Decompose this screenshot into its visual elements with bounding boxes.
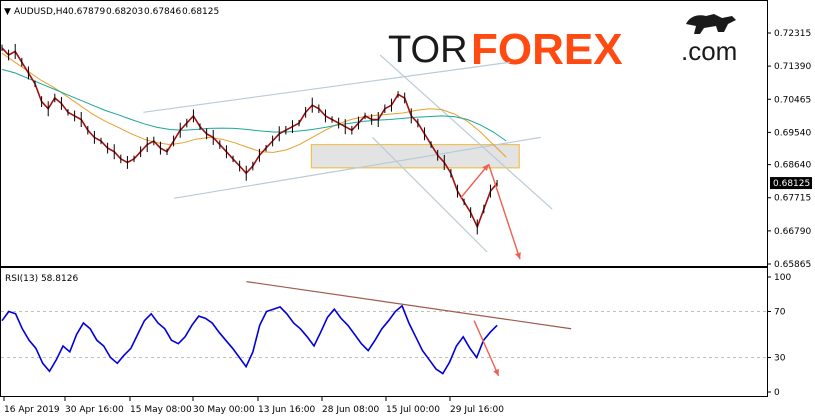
ohlc-low: 0.67846 [144,7,181,17]
rsi-line [1,304,498,375]
price-panel [0,0,768,267]
price-tick-label: 0.65865 [774,260,811,270]
time-tick-label: 30 Apr 16:00 [65,405,124,415]
forecast-arrow-1-head [515,252,521,260]
time-tick-label: 15 May 08:00 [130,405,192,415]
price-tick-label: 0.66790 [774,227,811,237]
trend-line-2 [379,54,553,210]
time-tick-label: 16 Apr 2019 [4,405,60,415]
trend-line-1 [173,136,541,199]
price-tick-label: 0.70465 [774,95,811,105]
price-tick-label: 0.72315 [774,29,811,39]
current-price-box [770,177,812,190]
rsi-label: RSI(13) 58.8126 [5,274,78,284]
forecast-arrow-0 [459,163,490,199]
ohlc-open: 0.67879 [68,7,105,17]
brand-forex: FOREX [471,25,623,74]
brand-logo: TOR FOREX .com [388,14,737,74]
time-tick-label: 30 May 00:00 [193,405,255,415]
rsi-tick-label: 70 [774,308,786,318]
price-tick-label: 0.71390 [774,62,811,72]
current-price-label: 0.68125 [773,179,810,189]
symbol-label: AUDUSD,H4 [14,7,69,17]
trend-line-0 [143,61,511,113]
price-tick-label: 0.68640 [774,161,811,171]
trend-line-3 [372,136,488,253]
brand-tor: TOR [388,29,468,71]
ohlc-close: 0.68125 [182,7,219,17]
rsi-tick-label: 100 [774,273,791,283]
moving-average-1 [1,68,507,142]
price-tick-label: 0.67715 [774,194,811,204]
forecast-arrow-1 [488,164,521,260]
time-tick-label: 28 Jun 08:00 [322,405,379,415]
forecast-arrow-0-head [482,164,489,172]
rsi-panel [0,267,768,397]
moving-average-0 [1,52,507,158]
rsi-trend-line [246,281,572,330]
resistance-zone [310,143,520,169]
rsi-forecast-arrow-0 [473,320,500,377]
ohlc-high: 0.68203 [106,7,143,17]
price-line [1,47,498,229]
rsi-tick-label: 0 [774,388,780,398]
symbol-icon: ▼ [4,7,11,17]
time-tick-label: 29 Jul 16:00 [450,405,504,415]
rsi-forecast-arrow-0-head [493,368,499,376]
brand-com: .com [681,36,737,66]
time-tick-label: 13 Jun 16:00 [258,405,315,415]
price-tick-label: 0.69540 [774,128,811,138]
bull-icon [686,14,736,34]
rsi-tick-label: 30 [774,354,786,364]
time-tick-label: 15 Jul 00:00 [386,405,440,415]
